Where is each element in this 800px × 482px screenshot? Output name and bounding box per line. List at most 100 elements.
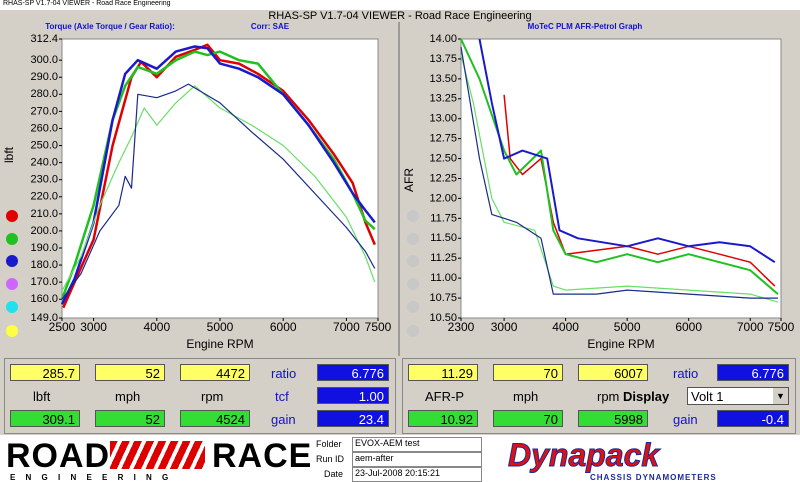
label: ratio (673, 366, 699, 381)
series-line (460, 46, 778, 299)
value-box: 1.00 (317, 387, 389, 404)
y-tick-label: 260.0 (30, 122, 58, 134)
footer: ROAD RACE E N G I N E E R I N G Folder R… (0, 435, 800, 482)
y-tick-label: 12.75 (429, 133, 457, 145)
y-tick-label: 13.00 (429, 113, 457, 125)
left-panel: 285.7 52 4472 lbft mph rpm 309.1 52 4524… (4, 358, 396, 434)
y-tick-label: 210.0 (30, 208, 58, 220)
value-box: -0.4 (717, 410, 789, 427)
y-tick-label: 230.0 (30, 174, 58, 186)
field-value: aem-after (352, 452, 482, 467)
value-box: 6.776 (717, 364, 789, 381)
value-box: 11.29 (408, 364, 478, 381)
y-tick-label: 250.0 (30, 139, 58, 151)
value-box: 52 (95, 410, 165, 427)
y-tick-label: 280.0 (30, 88, 58, 100)
series-line (478, 38, 776, 264)
y-tick-label: 160.0 (30, 293, 58, 305)
label: gain (673, 412, 698, 427)
series-line (61, 85, 376, 291)
value-box: 285.7 (10, 364, 80, 381)
dynapack-sub: CHASSIS DYNAMOMETERS (590, 473, 717, 482)
y-tick-label: 149.0 (30, 312, 58, 324)
y-tick-label: 240.0 (30, 157, 58, 169)
right-panel: 11.29 70 6007 AFR-P mph rpm 10.92 70 599… (402, 358, 796, 434)
logo-text: RACE (212, 437, 313, 475)
value-box: 52 (95, 364, 165, 381)
y-tick-label: 290.0 (30, 71, 58, 83)
window-title: RHAS-SP V1.7-04 VIEWER - Road Race Engin… (268, 10, 532, 22)
y-tick-label: 300.0 (30, 54, 58, 66)
y-tick-label: 220.0 (30, 191, 58, 203)
y-tick-label: 11.50 (430, 232, 457, 244)
series-line (460, 38, 779, 295)
value-box: 6.776 (317, 364, 389, 381)
y-axis-label: AFR (402, 168, 416, 192)
label: mph (115, 389, 141, 404)
y-tick-label: 11.75 (430, 212, 457, 224)
caption-bar: RHAS-SP V1.7-04 VIEWER - Road Race Engin… (0, 0, 800, 10)
label: tcf (275, 389, 289, 404)
y-tick-label: 11.00 (430, 272, 457, 284)
y-tick-label: 13.50 (429, 73, 457, 85)
y-axis-label: lbft (2, 146, 16, 163)
series-line (503, 94, 776, 287)
select-value: Volt 1 (691, 389, 724, 404)
caption: RHAS-SP V1.7-04 VIEWER - Road Race Engin… (3, 0, 171, 7)
series-lines (60, 43, 376, 309)
x-tick-label: 2500 (49, 320, 76, 334)
display-select[interactable]: Volt 1 ▼ (687, 387, 789, 405)
logo-stripes (110, 441, 205, 469)
y-tick-label: 11.25 (430, 252, 457, 264)
label: lbft (33, 389, 51, 404)
label: AFR-P (425, 389, 464, 404)
field-label: Run ID (316, 454, 345, 464)
field-value: EVOX-AEM test (352, 437, 482, 452)
label: rpm (597, 389, 620, 404)
y-tick-label: 10.50 (429, 312, 457, 324)
x-tick-label: 5000 (614, 320, 641, 334)
value-box: 70 (493, 364, 563, 381)
logo-text: ROAD (6, 437, 111, 475)
y-tick-label: 190.0 (30, 242, 58, 254)
y-tick-label: 12.25 (429, 172, 457, 184)
label: Display (623, 389, 670, 404)
y-tick-label: 170.0 (30, 276, 58, 288)
x-tick-label: 3000 (491, 320, 518, 334)
value-box: 309.1 (10, 410, 80, 427)
y-tick-label: 200.0 (30, 225, 58, 237)
y-tick-label: 270.0 (30, 105, 58, 117)
x-tick-label: 7000 (333, 320, 360, 334)
y-tick-label: 12.50 (429, 152, 457, 164)
x-tick-label: 3000 (80, 320, 107, 334)
label: mph (513, 389, 539, 404)
y-tick-label: 13.25 (429, 93, 457, 105)
value-box: 23.4 (317, 410, 389, 427)
x-tick-label: 4000 (552, 320, 579, 334)
plot-area (61, 38, 379, 319)
series-line (60, 45, 376, 305)
label: ratio (271, 366, 297, 381)
value-box: 70 (493, 410, 563, 427)
y-tick-label: 312.4 (30, 33, 58, 45)
chart-title: Torque (Axle Torque / Gear Ratio): (45, 22, 175, 31)
x-tick-label: 7500 (768, 320, 795, 334)
x-tick-label: 7500 (365, 320, 392, 334)
series-line (61, 83, 376, 300)
series-line (62, 43, 376, 309)
field-label: Folder (316, 439, 342, 449)
series-line (460, 54, 779, 303)
x-tick-label: 2300 (448, 320, 475, 334)
x-tick-label: 5000 (207, 320, 234, 334)
field-label: Date (324, 469, 344, 479)
value-box: 6007 (578, 364, 648, 381)
select-arrow[interactable]: ▼ (773, 388, 788, 404)
label: rpm (201, 389, 224, 404)
x-tick-label: 7000 (737, 320, 764, 334)
value-box: 5998 (578, 410, 648, 427)
y-tick-label: 13.75 (429, 53, 457, 65)
y-tick-label: 180.0 (30, 259, 58, 271)
y-tick-label: 12.00 (429, 192, 457, 204)
x-axis-label: Engine RPM (587, 337, 654, 351)
